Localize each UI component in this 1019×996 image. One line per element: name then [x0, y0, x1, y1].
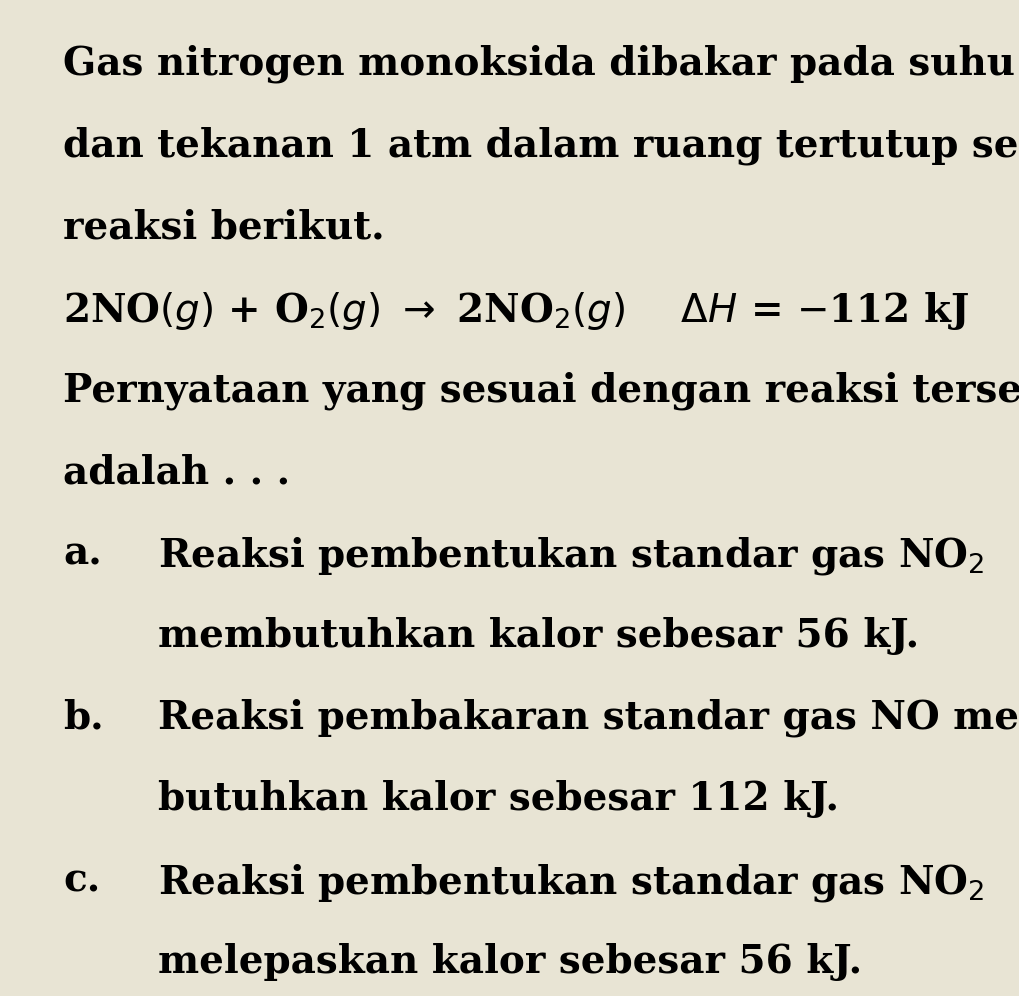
- Text: c.: c.: [63, 862, 101, 899]
- Text: Reaksi pembentukan standar gas NO$_2$: Reaksi pembentukan standar gas NO$_2$: [158, 862, 984, 903]
- Text: 2NO$(g)$ + O$_2(g)$ $\rightarrow$ 2NO$_2(g)$    $\Delta H$ = $-$112 kJ: 2NO$(g)$ + O$_2(g)$ $\rightarrow$ 2NO$_2…: [63, 290, 969, 332]
- Text: dan tekanan 1 atm dalam ruang tertutup sesuai: dan tekanan 1 atm dalam ruang tertutup s…: [63, 126, 1019, 165]
- Text: membutuhkan kalor sebesar 56 kJ.: membutuhkan kalor sebesar 56 kJ.: [158, 617, 919, 654]
- Text: Reaksi pembakaran standar gas NO mem-: Reaksi pembakaran standar gas NO mem-: [158, 698, 1019, 737]
- Text: Pernyataan yang sesuai dengan reaksi tersebut: Pernyataan yang sesuai dengan reaksi ter…: [63, 372, 1019, 410]
- Text: a.: a.: [63, 535, 102, 573]
- Text: b.: b.: [63, 698, 104, 736]
- Text: adalah . . .: adalah . . .: [63, 453, 290, 491]
- Text: melepaskan kalor sebesar 56 kJ.: melepaskan kalor sebesar 56 kJ.: [158, 943, 862, 981]
- Text: reaksi berikut.: reaksi berikut.: [63, 208, 385, 246]
- Text: Reaksi pembentukan standar gas NO$_2$: Reaksi pembentukan standar gas NO$_2$: [158, 535, 984, 577]
- Text: Gas nitrogen monoksida dibakar pada suhu 25°C: Gas nitrogen monoksida dibakar pada suhu…: [63, 45, 1019, 84]
- Text: butuhkan kalor sebesar 112 kJ.: butuhkan kalor sebesar 112 kJ.: [158, 780, 839, 818]
